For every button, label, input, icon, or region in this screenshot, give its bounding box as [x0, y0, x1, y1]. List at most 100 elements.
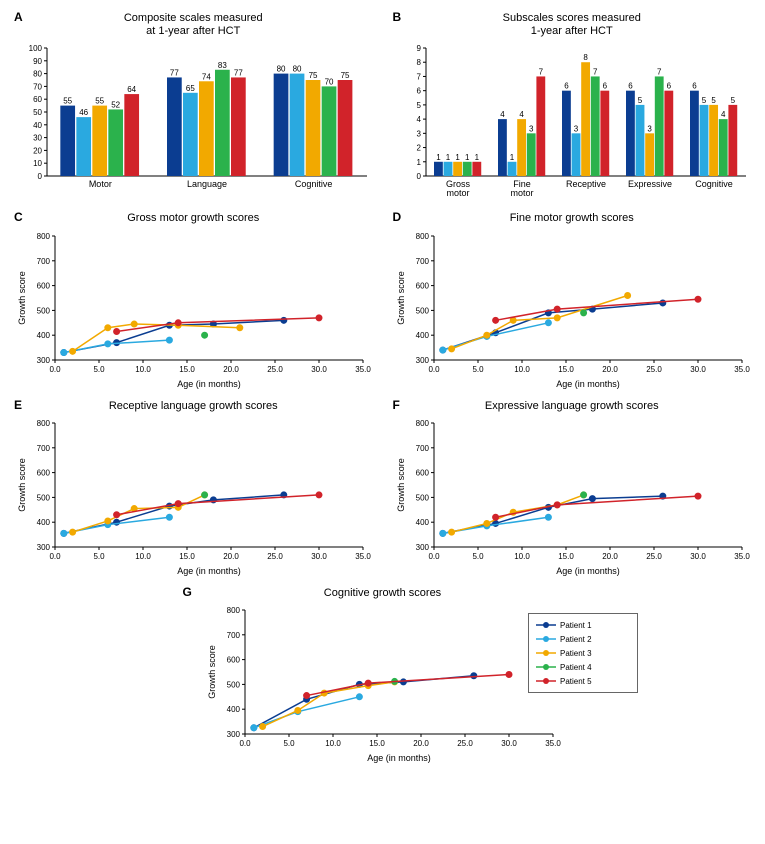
- svg-text:75: 75: [341, 71, 350, 80]
- svg-text:20: 20: [33, 147, 42, 156]
- panel-f: F Expressive language growth scores 300 4…: [387, 396, 758, 579]
- panel-g-label: G: [183, 585, 192, 599]
- svg-text:20.0: 20.0: [223, 552, 239, 561]
- svg-text:3: 3: [647, 125, 652, 134]
- panel-d-title: Fine motor growth scores: [389, 212, 756, 225]
- svg-text:90: 90: [33, 57, 42, 66]
- svg-text:4: 4: [500, 110, 505, 119]
- svg-text:0.0: 0.0: [428, 552, 440, 561]
- svg-text:20.0: 20.0: [413, 739, 429, 748]
- panel-f-title: Expressive language growth scores: [389, 400, 756, 413]
- svg-text:60: 60: [33, 96, 42, 105]
- svg-text:75: 75: [309, 71, 318, 80]
- svg-text:3: 3: [574, 125, 579, 134]
- svg-text:1: 1: [446, 153, 451, 162]
- svg-text:1: 1: [465, 153, 470, 162]
- svg-text:700: 700: [37, 444, 51, 453]
- svg-text:500: 500: [415, 493, 429, 502]
- svg-text:300: 300: [37, 356, 51, 365]
- svg-text:5: 5: [416, 101, 421, 110]
- svg-text:Age (in months): Age (in months): [556, 379, 620, 389]
- svg-text:55: 55: [63, 97, 72, 106]
- svg-text:0.0: 0.0: [428, 365, 440, 374]
- svg-text:6: 6: [564, 82, 569, 91]
- svg-text:8: 8: [416, 59, 421, 68]
- svg-text:0.0: 0.0: [239, 739, 251, 748]
- svg-text:700: 700: [226, 631, 240, 640]
- svg-text:1: 1: [455, 153, 460, 162]
- svg-text:600: 600: [415, 468, 429, 477]
- svg-text:46: 46: [79, 108, 88, 117]
- svg-text:20.0: 20.0: [223, 365, 239, 374]
- svg-text:25.0: 25.0: [646, 365, 662, 374]
- svg-text:100: 100: [29, 44, 43, 53]
- svg-text:15.0: 15.0: [558, 365, 574, 374]
- svg-text:4: 4: [416, 115, 421, 124]
- svg-text:80: 80: [33, 70, 42, 79]
- svg-text:10.0: 10.0: [514, 365, 530, 374]
- panel-g-title: Cognitive growth scores: [179, 587, 587, 600]
- svg-text:600: 600: [37, 468, 51, 477]
- svg-text:1: 1: [510, 153, 515, 162]
- svg-text:Language: Language: [187, 179, 227, 189]
- svg-text:700: 700: [415, 444, 429, 453]
- svg-text:35.0: 35.0: [355, 365, 371, 374]
- svg-text:Growth score: Growth score: [17, 271, 27, 325]
- panel-b-title: Subscales scores measured1-year after HC…: [389, 12, 756, 38]
- svg-text:7: 7: [416, 73, 421, 82]
- svg-text:Patient 1: Patient 1: [560, 621, 592, 630]
- svg-text:Growth score: Growth score: [17, 458, 27, 512]
- svg-text:600: 600: [226, 656, 240, 665]
- svg-text:5.0: 5.0: [94, 365, 106, 374]
- panel-a-chart: 01020304050607080901005546555264Motor776…: [13, 42, 373, 202]
- svg-text:0: 0: [38, 172, 43, 181]
- svg-text:15.0: 15.0: [558, 552, 574, 561]
- panel-f-label: F: [393, 398, 400, 412]
- svg-text:400: 400: [415, 518, 429, 527]
- svg-text:700: 700: [415, 256, 429, 265]
- svg-text:7: 7: [593, 68, 598, 77]
- svg-text:77: 77: [234, 69, 243, 78]
- svg-text:5: 5: [730, 96, 735, 105]
- svg-text:0.0: 0.0: [50, 365, 62, 374]
- svg-text:80: 80: [293, 65, 302, 74]
- svg-text:Age (in months): Age (in months): [556, 566, 620, 576]
- svg-text:800: 800: [226, 606, 240, 615]
- svg-text:400: 400: [37, 518, 51, 527]
- svg-text:70: 70: [325, 78, 334, 87]
- svg-text:Patient 2: Patient 2: [560, 635, 592, 644]
- svg-text:4: 4: [721, 110, 726, 119]
- svg-text:500: 500: [37, 306, 51, 315]
- svg-text:20.0: 20.0: [602, 365, 618, 374]
- panel-e-label: E: [14, 398, 22, 412]
- panel-a-label: A: [14, 10, 23, 24]
- svg-text:5.0: 5.0: [94, 552, 106, 561]
- svg-text:1: 1: [436, 153, 441, 162]
- svg-text:8: 8: [583, 54, 588, 63]
- svg-text:74: 74: [202, 73, 211, 82]
- svg-text:motor: motor: [446, 188, 469, 198]
- svg-text:10.0: 10.0: [135, 365, 151, 374]
- svg-text:10.0: 10.0: [135, 552, 151, 561]
- svg-text:Age (in months): Age (in months): [177, 379, 241, 389]
- svg-text:5: 5: [711, 96, 716, 105]
- svg-text:500: 500: [226, 680, 240, 689]
- panel-b-label: B: [393, 10, 402, 24]
- svg-text:52: 52: [111, 101, 120, 110]
- svg-text:300: 300: [415, 543, 429, 552]
- svg-text:400: 400: [37, 331, 51, 340]
- svg-text:300: 300: [37, 543, 51, 552]
- svg-text:500: 500: [415, 306, 429, 315]
- svg-text:10.0: 10.0: [514, 552, 530, 561]
- svg-text:3: 3: [529, 125, 534, 134]
- svg-text:83: 83: [218, 61, 227, 70]
- svg-text:Cognitive: Cognitive: [695, 179, 733, 189]
- svg-text:15.0: 15.0: [369, 739, 385, 748]
- svg-text:4: 4: [519, 110, 524, 119]
- svg-text:1: 1: [416, 158, 421, 167]
- svg-text:30.0: 30.0: [690, 552, 706, 561]
- svg-text:600: 600: [415, 281, 429, 290]
- panel-c-label: C: [14, 210, 23, 224]
- svg-text:35.0: 35.0: [734, 552, 750, 561]
- svg-text:Growth score: Growth score: [207, 645, 217, 699]
